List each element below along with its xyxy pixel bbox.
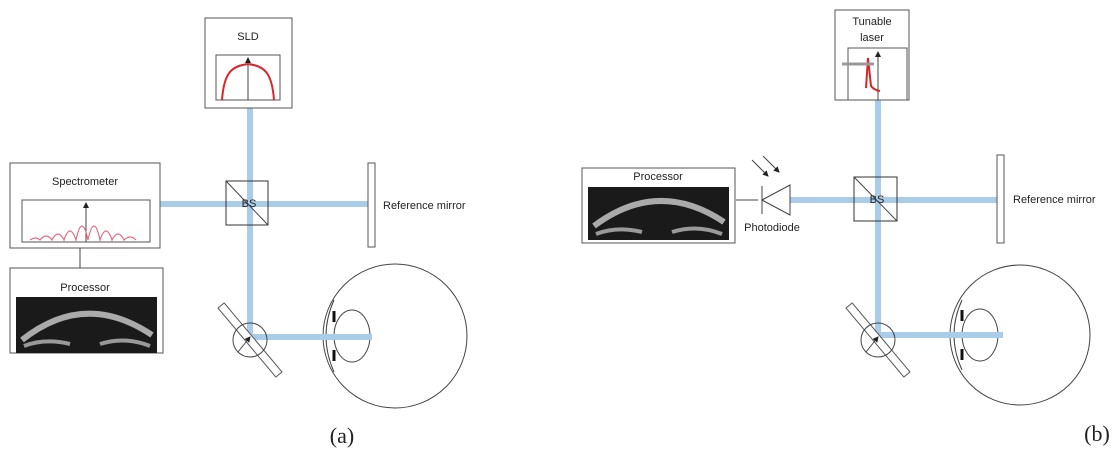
detector-label: Spectrometer [52, 176, 118, 188]
reference-mirror [997, 155, 1004, 243]
photodiode [762, 185, 790, 215]
source-label: SLD [237, 31, 258, 43]
panel-a: SLD BS Reference mirror Spectrometer Pro… [10, 18, 467, 448]
mirror-label: Reference mirror [383, 200, 466, 212]
source-label: laser [860, 32, 884, 44]
light-arrow [752, 160, 768, 176]
processor-label: Processor [633, 171, 683, 183]
source-label: Tunable [852, 16, 891, 28]
processor-label: Processor [60, 282, 110, 294]
panel-label: (a) [330, 423, 354, 448]
splitter-label: BS [870, 194, 885, 206]
mirror-label: Reference mirror [1013, 194, 1096, 206]
light-arrow [763, 156, 779, 172]
detector-label: Photodiode [744, 222, 800, 234]
splitter-label: BS [242, 198, 257, 210]
diagram: SLD BS Reference mirror Spectrometer Pro… [0, 0, 1119, 450]
panel-label: (b) [1084, 421, 1110, 446]
panel-b: Tunable laser BS Reference mirror Photod… [582, 10, 1110, 446]
reference-mirror [368, 163, 375, 247]
